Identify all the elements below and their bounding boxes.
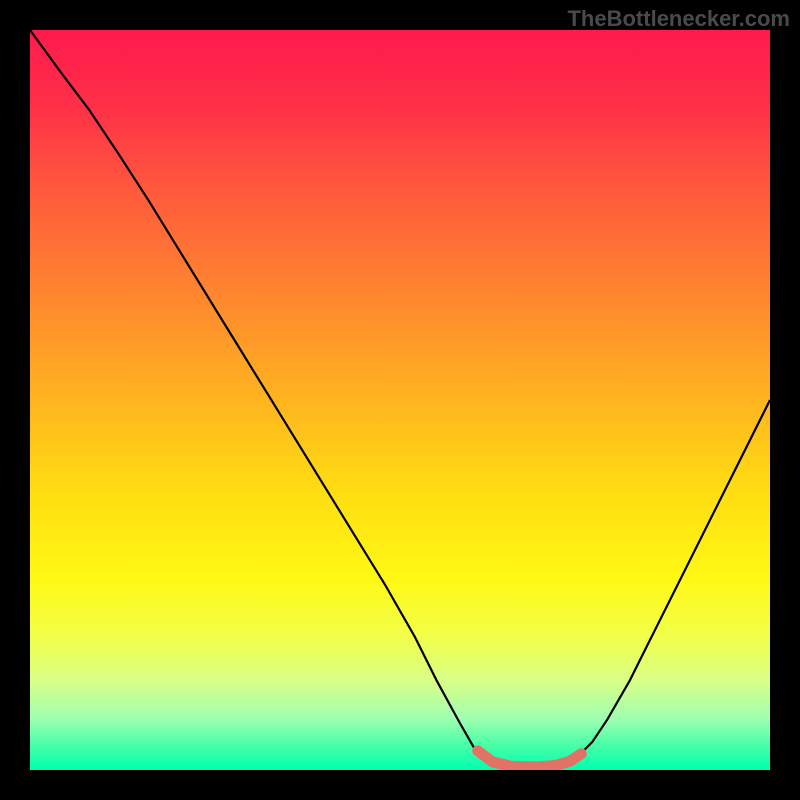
chart-svg: [30, 30, 770, 770]
chart-background: [30, 30, 770, 770]
watermark-text: TheBottlenecker.com: [567, 6, 790, 32]
bottleneck-chart: [30, 30, 770, 770]
